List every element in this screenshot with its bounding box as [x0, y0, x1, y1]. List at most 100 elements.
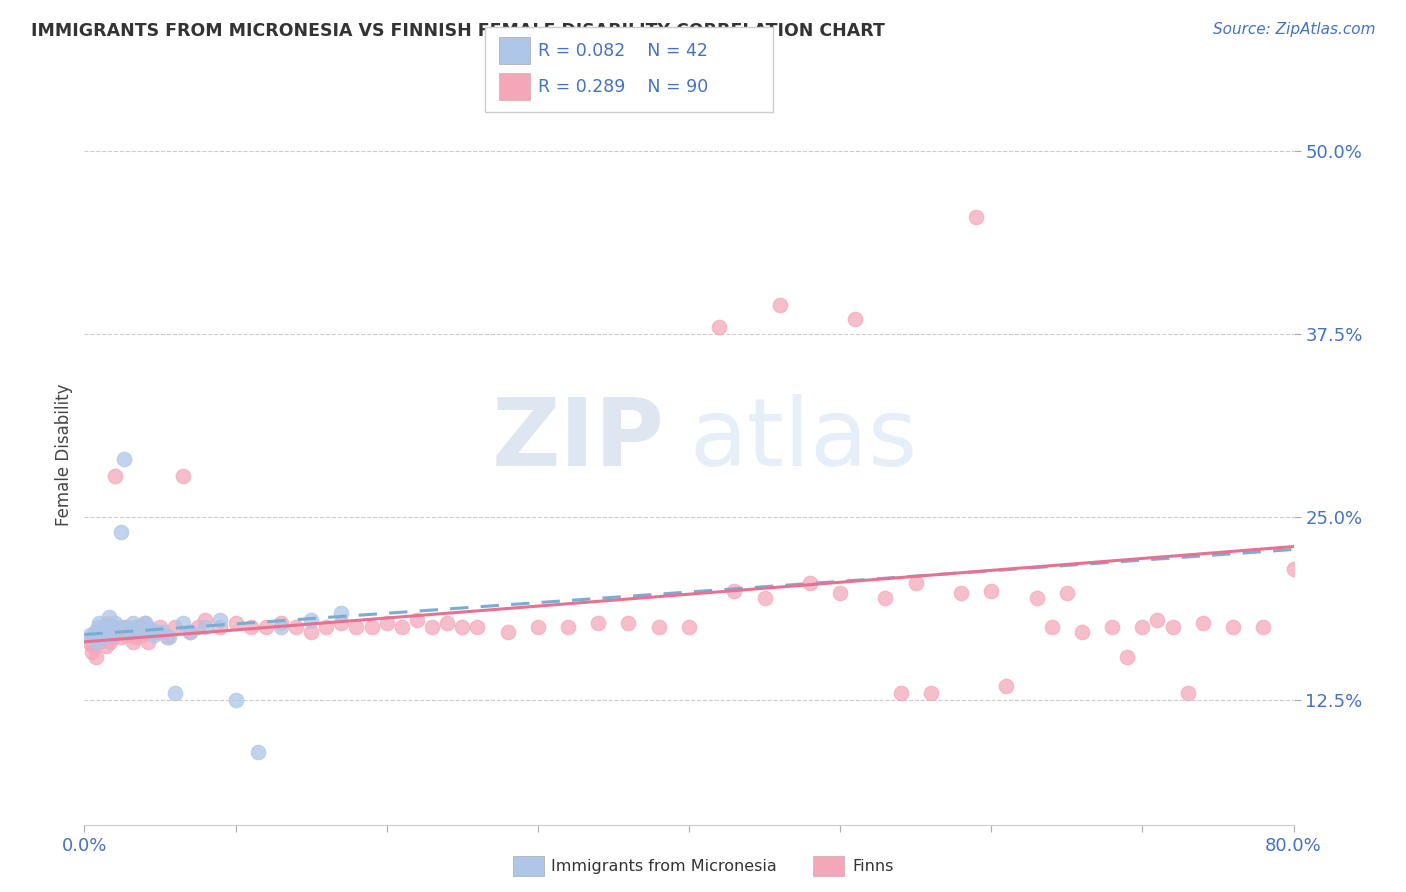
Point	[330, 606, 353, 620]
Point	[97, 627, 120, 641]
Point	[1101, 620, 1123, 634]
Point	[139, 623, 162, 637]
Point	[678, 620, 700, 634]
Text: R = 0.289    N = 90: R = 0.289 N = 90	[538, 78, 709, 95]
Point	[1116, 649, 1139, 664]
Text: Finns: Finns	[852, 859, 893, 873]
Point	[121, 615, 143, 630]
Point	[104, 469, 127, 483]
Point	[107, 624, 129, 639]
Point	[115, 627, 138, 641]
Point	[723, 583, 745, 598]
Point	[136, 620, 159, 634]
Point	[209, 613, 232, 627]
Point	[131, 627, 153, 641]
Text: Immigrants from Micronesia: Immigrants from Micronesia	[551, 859, 778, 873]
Point	[84, 631, 107, 645]
Point	[557, 620, 579, 634]
Point	[110, 524, 132, 539]
Point	[97, 610, 120, 624]
Point	[360, 620, 382, 634]
Point	[149, 620, 172, 634]
Point	[89, 635, 111, 649]
Point	[950, 586, 973, 600]
Point	[254, 620, 277, 634]
Point	[93, 631, 115, 645]
Point	[125, 620, 148, 634]
Point	[1146, 613, 1168, 627]
Point	[179, 624, 201, 639]
Point	[648, 620, 671, 634]
Point	[110, 631, 132, 645]
Point	[194, 620, 217, 634]
Point	[375, 615, 398, 630]
Point	[100, 627, 122, 641]
Point	[844, 312, 866, 326]
Point	[98, 635, 121, 649]
Point	[136, 635, 159, 649]
Point	[128, 620, 150, 634]
Point	[1282, 561, 1305, 575]
Point	[165, 686, 187, 700]
Point	[995, 679, 1018, 693]
Point	[285, 620, 308, 634]
Point	[1071, 624, 1094, 639]
Point	[125, 631, 148, 645]
Point	[315, 620, 337, 634]
Point	[91, 631, 114, 645]
Point	[406, 613, 429, 627]
Point	[1025, 591, 1047, 605]
Point	[82, 631, 104, 645]
Point	[875, 591, 897, 605]
Point	[225, 615, 247, 630]
Point	[98, 618, 121, 632]
Point	[82, 639, 104, 653]
Point	[1192, 615, 1215, 630]
Point	[79, 627, 101, 641]
Point	[107, 620, 129, 634]
Point	[330, 615, 353, 630]
Point	[799, 576, 821, 591]
Point	[617, 615, 640, 630]
Point	[391, 620, 413, 634]
Point	[769, 298, 792, 312]
Point	[467, 620, 489, 634]
Point	[830, 586, 852, 600]
Point	[91, 624, 114, 639]
Point	[754, 591, 776, 605]
Point	[420, 620, 443, 634]
Point	[179, 624, 201, 639]
Point	[588, 615, 610, 630]
Point	[146, 624, 169, 639]
Text: IMMIGRANTS FROM MICRONESIA VS FINNISH FEMALE DISABILITY CORRELATION CHART: IMMIGRANTS FROM MICRONESIA VS FINNISH FE…	[31, 22, 884, 40]
Point	[134, 615, 156, 630]
Point	[94, 639, 117, 653]
Point	[920, 686, 942, 700]
Point	[104, 615, 127, 630]
Point	[100, 620, 122, 634]
Point	[239, 620, 262, 634]
Point	[346, 620, 368, 634]
Point	[890, 686, 912, 700]
Point	[89, 615, 111, 630]
Point	[157, 631, 180, 645]
Point	[299, 624, 322, 639]
Text: Source: ZipAtlas.com: Source: ZipAtlas.com	[1212, 22, 1375, 37]
Point	[194, 613, 217, 627]
Point	[451, 620, 474, 634]
Point	[90, 624, 112, 639]
Point	[1040, 620, 1063, 634]
Point	[84, 624, 107, 639]
Point	[1177, 686, 1199, 700]
Point	[101, 623, 124, 637]
Point	[86, 649, 108, 664]
Point	[86, 635, 108, 649]
Text: ZIP: ZIP	[492, 394, 665, 486]
Point	[90, 627, 112, 641]
Point	[115, 620, 138, 634]
Point	[93, 620, 115, 634]
Point	[1253, 620, 1275, 634]
Point	[101, 631, 124, 645]
Point	[225, 693, 247, 707]
Point	[709, 319, 731, 334]
